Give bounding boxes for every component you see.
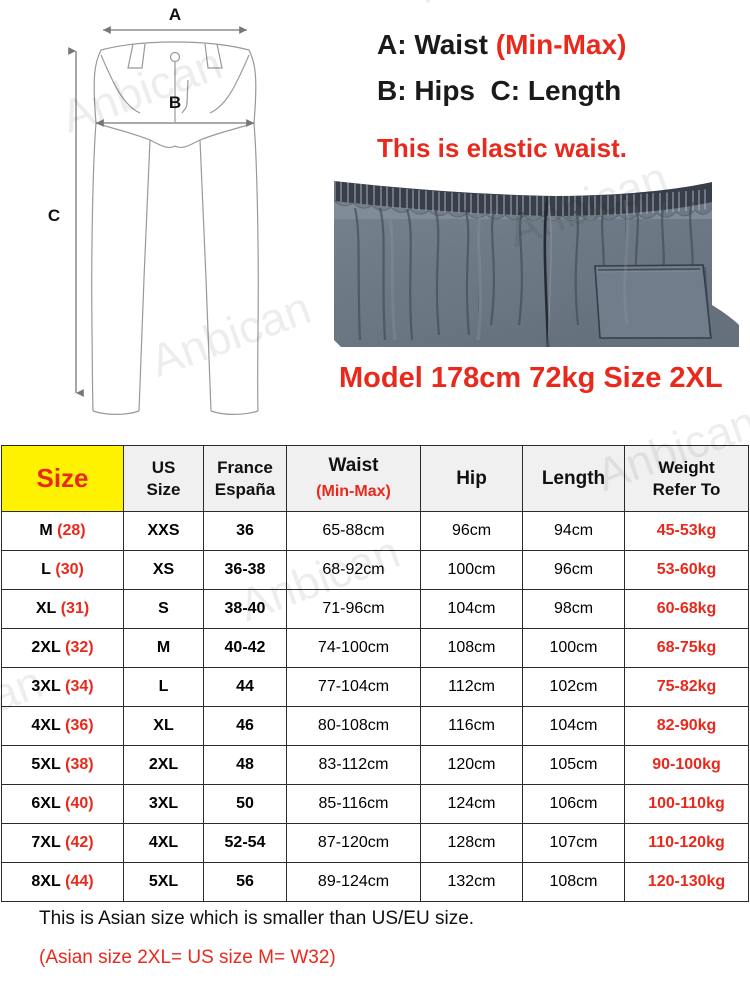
svg-text:A: A [169,5,181,24]
svg-text:B: B [169,93,181,112]
svg-text:C: C [48,206,60,225]
